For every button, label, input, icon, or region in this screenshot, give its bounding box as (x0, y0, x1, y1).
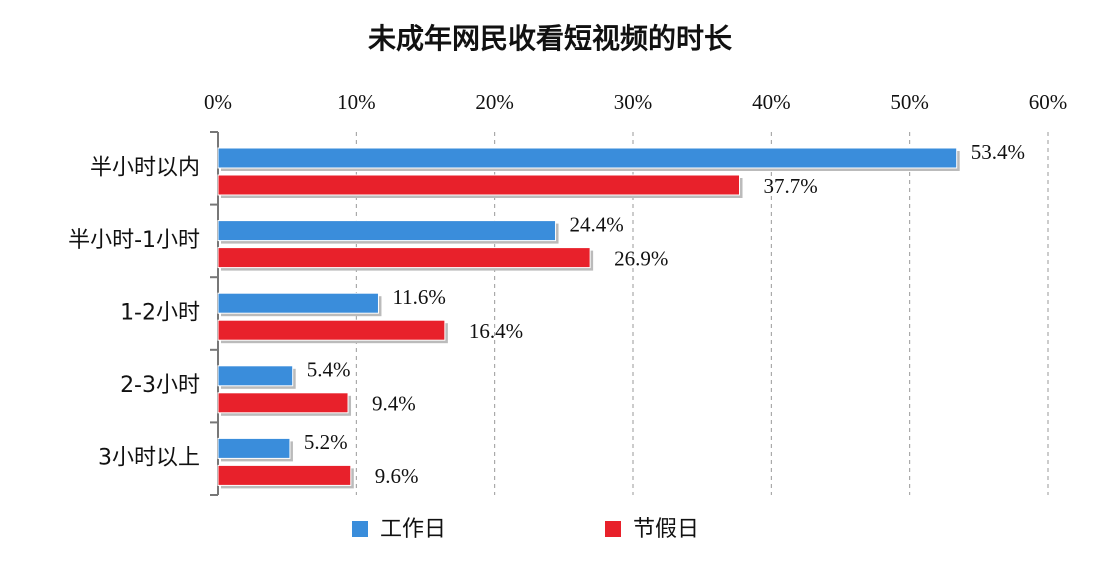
x-tick-label: 20% (475, 90, 514, 114)
data-label: 26.9% (614, 246, 668, 270)
x-tick-label: 50% (890, 90, 929, 114)
data-label: 9.4% (372, 392, 416, 416)
y-tick-label: 2-3小时 (120, 373, 200, 398)
x-tick-label: 60% (1029, 90, 1068, 114)
x-tick-label: 40% (752, 90, 791, 114)
legend-label: 工作日 (380, 517, 446, 542)
data-label: 16.4% (469, 319, 523, 343)
bar (217, 147, 958, 169)
y-tick-label: 半小时-1小时 (68, 228, 200, 253)
y-tick-label: 半小时以内 (90, 155, 200, 180)
bar (217, 392, 349, 414)
data-label: 11.6% (392, 285, 445, 309)
bar (217, 464, 352, 486)
legend-swatch (352, 521, 368, 537)
bar (217, 437, 291, 459)
data-label: 24.4% (570, 212, 624, 236)
y-tick-label: 1-2小时 (120, 301, 200, 326)
y-tick-label: 3小时以上 (98, 446, 200, 471)
bar (217, 292, 379, 314)
data-label: 9.6% (375, 464, 419, 488)
x-tick-label: 0% (204, 90, 232, 114)
bar (217, 174, 741, 196)
bar (217, 220, 557, 242)
bar (217, 247, 591, 269)
data-label: 5.4% (307, 358, 351, 382)
bar (217, 319, 446, 341)
legend-swatch (605, 521, 621, 537)
x-tick-label: 30% (614, 90, 653, 114)
data-label: 37.7% (764, 174, 818, 198)
legend-label: 节假日 (633, 517, 699, 542)
data-label: 53.4% (971, 140, 1025, 164)
x-tick-label: 10% (337, 90, 376, 114)
bar (217, 365, 294, 387)
data-label: 5.2% (304, 430, 348, 454)
chart-title: 未成年网民收看短视频的时长 (368, 22, 732, 55)
